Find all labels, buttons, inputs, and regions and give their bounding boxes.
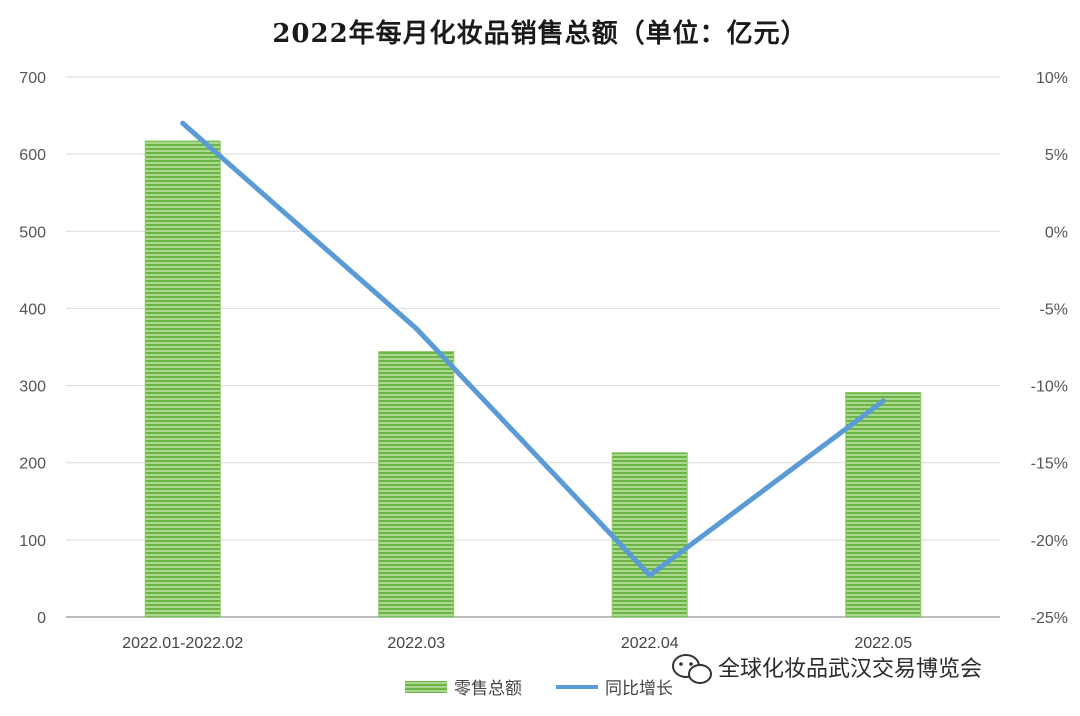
left-tick-label: 500 (19, 224, 46, 241)
right-tick-label: -15% (1031, 456, 1068, 473)
right-tick-label: 0% (1045, 224, 1068, 241)
left-tick-label: 700 (19, 70, 46, 87)
legend-label-line: 同比增长 (605, 679, 673, 699)
growth-point (413, 325, 419, 331)
right-tick-label: -5% (1040, 301, 1068, 318)
legend: 零售总额 同比增长 (405, 679, 673, 699)
left-tick-label: 200 (19, 456, 46, 473)
legend-label-bar: 零售总额 (454, 679, 522, 699)
left-tick-label: 100 (19, 533, 46, 550)
watermark-text: 全球化妆品武汉交易博览会 (718, 657, 982, 682)
right-tick-label: -10% (1031, 379, 1068, 396)
left-tick-label: 300 (19, 379, 46, 396)
legend-swatch-bar (405, 681, 447, 693)
growth-point (647, 572, 653, 578)
right-tick-label: -20% (1031, 533, 1068, 550)
line-series (180, 120, 886, 578)
right-tick-label: -25% (1031, 610, 1068, 627)
left-tick-label: 400 (19, 301, 46, 318)
category-label: 2022.04 (621, 635, 679, 652)
watermark: 全球化妆品武汉交易博览会 (672, 654, 982, 684)
category-label: 2022.01-2022.02 (122, 635, 243, 652)
chart-title: 2022年每月化妆品销售总额（单位：亿元） (272, 18, 807, 49)
left-axis: 0 100 200 300 400 500 600 700 (19, 70, 46, 627)
bar (845, 392, 922, 618)
bar (611, 452, 688, 618)
gridlines (66, 76, 1000, 618)
category-label: 2022.05 (854, 635, 912, 652)
growth-point (880, 398, 886, 404)
bar (378, 351, 455, 618)
right-tick-label: 10% (1036, 70, 1068, 87)
right-tick-label: 5% (1045, 147, 1068, 164)
right-axis: -25% -20% -15% -10% -5% 0% 5% 10% (1031, 70, 1068, 627)
growth-point (180, 120, 186, 126)
category-label: 2022.03 (387, 635, 445, 652)
wechat-icon (672, 654, 712, 684)
bar (144, 140, 221, 618)
x-axis: 2022.01-2022.02 2022.03 2022.04 2022.05 (122, 635, 912, 652)
growth-line (180, 120, 886, 578)
left-tick-label: 0 (37, 610, 46, 627)
bar-series (144, 140, 922, 618)
left-tick-label: 600 (19, 147, 46, 164)
